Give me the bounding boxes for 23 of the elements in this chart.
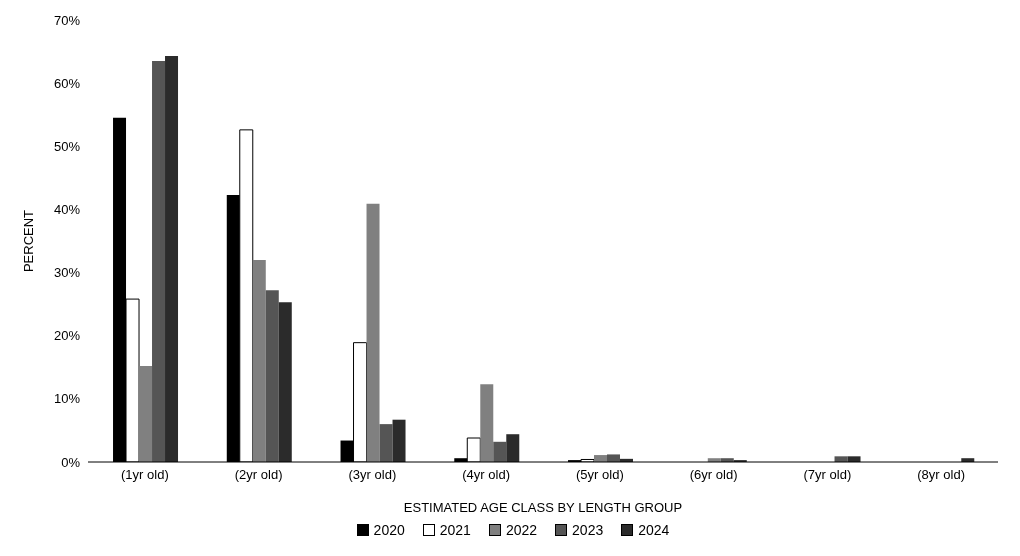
x-axis-title: ESTIMATED AGE CLASS BY LENGTH GROUP [403, 500, 683, 515]
x-tick-label: (1yr old) [121, 467, 169, 483]
y-tick-label: 0% [61, 454, 81, 470]
x-tick-label: (5yr old) [576, 467, 624, 483]
legend-label: 2024 [638, 522, 670, 538]
x-tick-label: (2yr old) [234, 467, 283, 483]
y-tick-label: 20% [53, 328, 81, 344]
y-tick-label: 70% [53, 12, 81, 28]
y-axis-title: PERCENT [20, 209, 36, 273]
legend-label: 2020 [373, 522, 405, 538]
y-tick-label: 10% [53, 391, 81, 407]
x-tick-label: (4yr old) [462, 467, 510, 483]
x-tick-label: (6yr old) [689, 467, 738, 483]
y-tick-label: 30% [53, 265, 81, 281]
legend-label: 2021 [439, 522, 471, 538]
x-tick-label: (3yr old) [348, 467, 397, 483]
y-tick-label: 50% [53, 138, 81, 154]
legend-label: 2022 [505, 522, 538, 538]
x-tick-label: (7yr old) [803, 467, 852, 483]
legend-label: 2023 [572, 522, 604, 538]
y-tick-label: 40% [53, 202, 81, 218]
y-tick-label: 60% [53, 75, 81, 91]
x-tick-label: (8yr old) [917, 467, 965, 483]
